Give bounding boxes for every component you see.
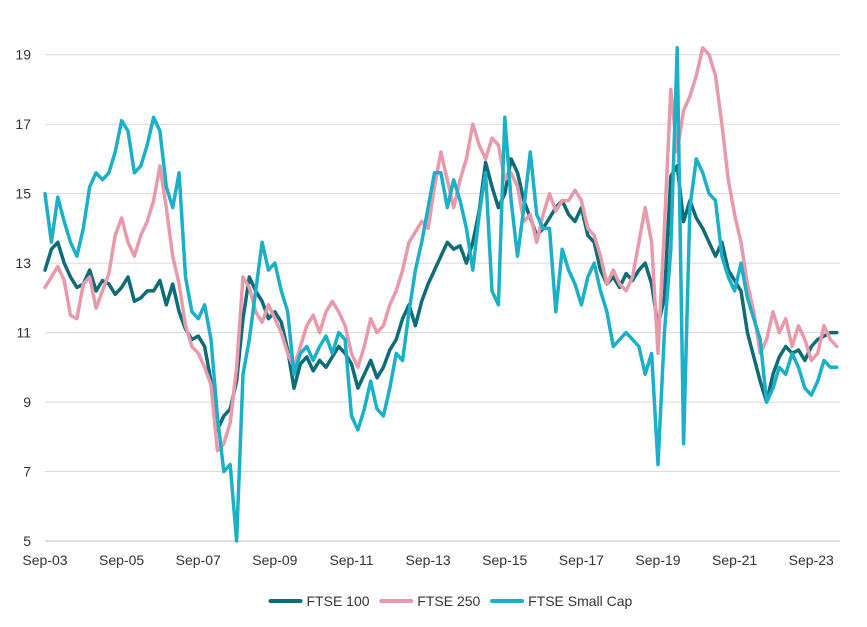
x-tick-label: Sep-03	[22, 552, 67, 568]
x-tick-label: Sep-21	[712, 552, 757, 568]
y-tick-label: 7	[23, 464, 31, 480]
x-tick-label: Sep-13	[406, 552, 451, 568]
axes: 5 7 9 11 13 15 17 19 Sep-03 Sep-05 Sep-07 Sep-09 Sep…	[15, 47, 840, 568]
series-lines	[43, 46, 839, 543]
x-tick-label: Sep-15	[482, 552, 527, 568]
x-tick-label: Sep-17	[559, 552, 604, 568]
x-tick-label: Sep-05	[99, 552, 144, 568]
y-tick-label: 15	[15, 186, 31, 202]
legend: FTSE 100 FTSE 250 FTSE Small Cap	[268, 593, 633, 609]
series-line-1	[43, 157, 839, 432]
x-tick-label: Sep-23	[789, 552, 834, 568]
series-line-2	[43, 46, 839, 453]
x-tick-label: Sep-11	[329, 552, 373, 568]
gridlines	[45, 54, 840, 473]
y-tick-label: 11	[16, 325, 31, 341]
y-tick-label: 9	[23, 394, 31, 410]
x-tick-label: Sep-19	[635, 552, 680, 568]
y-tick-label: 19	[15, 47, 31, 63]
y-tick-label: 17	[15, 116, 31, 132]
y-tick-label: 13	[15, 255, 31, 271]
x-tick-label: Sep-07	[176, 552, 221, 568]
legend-label-2: FTSE 250	[417, 593, 480, 609]
series-line-3	[43, 46, 839, 543]
legend-label-1: FTSE 100	[307, 593, 370, 609]
y-tick-label: 5	[23, 533, 31, 549]
x-tick-label: Sep-09	[252, 552, 297, 568]
legend-label-3: FTSE Small Cap	[528, 593, 632, 609]
